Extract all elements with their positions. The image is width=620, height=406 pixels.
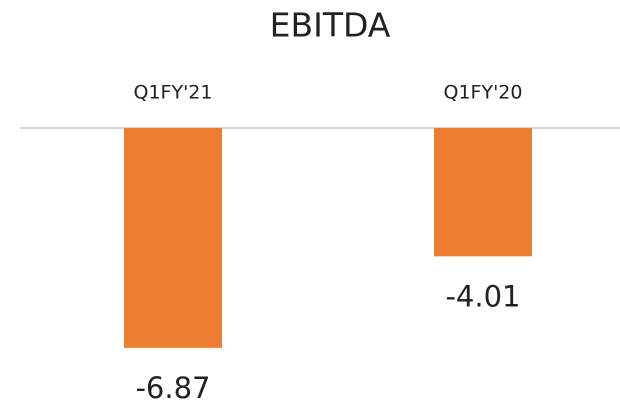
data-label: -6.87 xyxy=(135,371,210,405)
x-tick-label: Q1FY'21 xyxy=(134,82,213,104)
bar xyxy=(124,128,222,348)
bar xyxy=(434,128,532,257)
data-label: -4.01 xyxy=(445,279,520,313)
chart-title: EBITDA xyxy=(270,6,391,45)
x-tick-label: Q1FY'20 xyxy=(444,82,523,104)
